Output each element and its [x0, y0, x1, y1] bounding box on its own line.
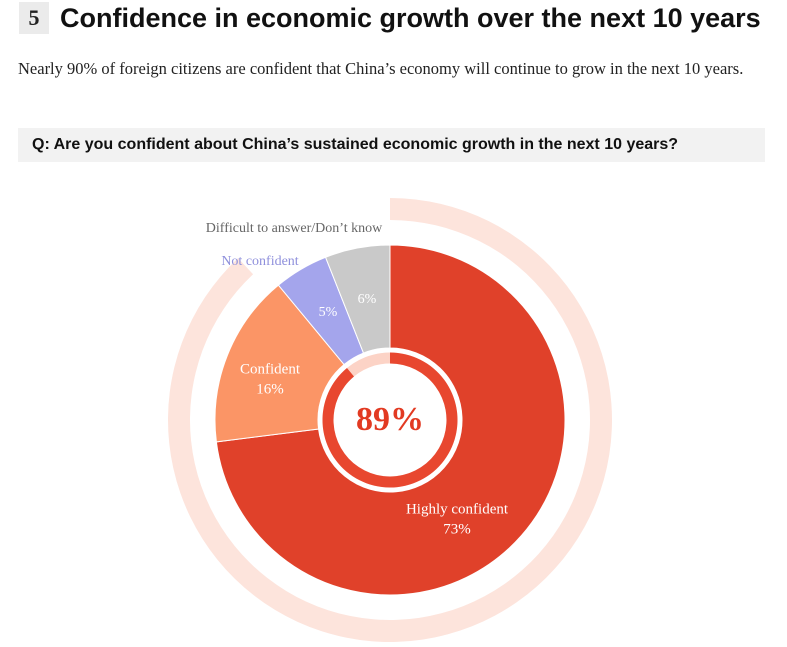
- slice: [324, 244, 391, 354]
- chart: 89% Highly confident 73% Confident 16% Not co…: [168, 198, 613, 642]
- category-label: Highly confident: [406, 501, 509, 517]
- category-label: Difficult to answer/Don’t know: [206, 221, 383, 236]
- slice: [214, 284, 345, 443]
- question: Q: Are you confident about China’s susta…: [18, 128, 765, 162]
- center-label: 89%: [356, 401, 424, 438]
- category-label: Confident: [240, 361, 301, 377]
- slice: [215, 244, 566, 596]
- value-label: 5%: [319, 305, 338, 320]
- value-label: 73%: [443, 521, 471, 537]
- value-label: 6%: [358, 292, 377, 307]
- category-label: Not confident: [221, 254, 298, 269]
- description: Nearly 90% of foreign citizens are confi…: [18, 59, 744, 78]
- section-title: Confidence in economic growth over the n…: [60, 3, 761, 33]
- value-label: 16%: [256, 381, 284, 397]
- section-number: 5: [19, 2, 49, 34]
